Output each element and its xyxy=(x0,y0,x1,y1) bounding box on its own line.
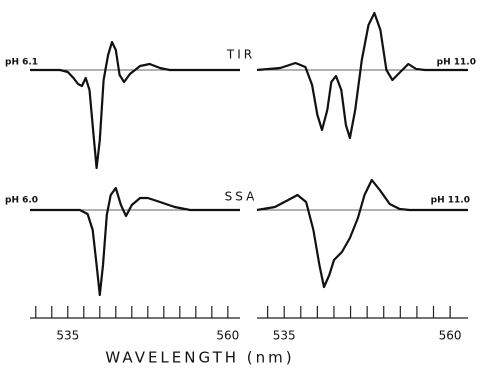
spectrum-line xyxy=(256,11,468,140)
panel-label: pH 11.0 xyxy=(431,196,470,206)
panel-title: SSA xyxy=(225,190,258,204)
spectrum-line xyxy=(256,178,468,289)
panel-label: pH 6.1 xyxy=(5,58,38,68)
spectrum-line xyxy=(30,186,240,297)
x-tick-label: 535 xyxy=(56,329,79,343)
x-tick-label: 560 xyxy=(216,329,239,343)
spectrum-line xyxy=(30,40,240,170)
panel-label: pH 11.0 xyxy=(437,58,476,68)
panel-title: TIR xyxy=(226,48,255,62)
x-tick-label: 560 xyxy=(439,329,462,343)
x-axis-label: WAVELENGTH (nm) xyxy=(105,349,294,367)
x-tick-label: 535 xyxy=(273,329,296,343)
panel-label: pH 6.0 xyxy=(5,196,38,206)
